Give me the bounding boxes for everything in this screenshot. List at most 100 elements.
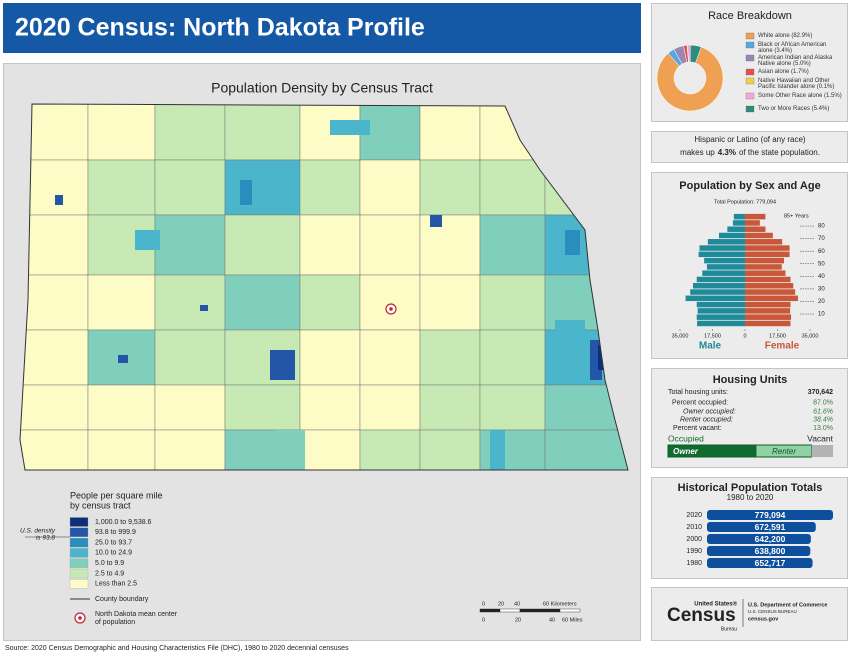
bar	[707, 534, 811, 544]
tract-cluster	[490, 430, 505, 470]
vacant-bar	[811, 445, 833, 457]
county	[299, 384, 361, 431]
x-tick-label: 2010	[686, 524, 702, 531]
legend-swatch	[69, 527, 89, 537]
county	[419, 429, 481, 470]
legend-swatch	[745, 32, 755, 40]
scale-bar	[559, 608, 581, 613]
county	[224, 384, 301, 431]
tract-cluster	[135, 230, 160, 250]
housing-label: Total housing units:	[668, 389, 728, 396]
tract-cluster	[565, 230, 580, 255]
housing-label: Percent vacant:	[673, 425, 722, 432]
pyramid-bar	[745, 283, 794, 289]
county	[224, 274, 301, 331]
legend-swatch	[69, 537, 89, 548]
pyramid-bar	[696, 314, 745, 320]
pyramid-bar	[727, 226, 745, 232]
hispanic-post: of the state population.	[739, 148, 820, 157]
pyramid-bar	[696, 301, 745, 308]
pyramid-bar	[733, 213, 745, 220]
county	[479, 384, 546, 431]
scale-bar	[519, 608, 561, 613]
x-tick-label: 2000	[686, 536, 702, 543]
legend-swatch	[69, 558, 89, 568]
pyramid-bar	[745, 264, 782, 270]
legend-swatch	[745, 105, 755, 113]
housing-label: Owner occupied:	[683, 408, 736, 415]
pyramid-bar	[745, 320, 791, 327]
x-tick-label: 35,000	[672, 333, 689, 339]
legend-label: Black or African American alone (3.4%)	[758, 41, 827, 55]
county	[299, 274, 361, 331]
y-tick-label: 80	[818, 224, 825, 230]
county	[20, 429, 89, 470]
county	[299, 214, 361, 276]
y-tick-label: 70	[818, 236, 825, 242]
legend-swatch	[745, 77, 755, 85]
logo-dept: U.S. Department of Commerce	[748, 602, 827, 608]
county	[154, 429, 226, 470]
y-tick-label: 10	[818, 312, 825, 318]
county	[544, 429, 628, 470]
logo-bureau: U.S. CENSUS BUREAU	[748, 609, 797, 614]
legend-swatch	[69, 579, 89, 589]
county	[419, 274, 481, 331]
bar	[707, 558, 813, 568]
legend-label: White alone (82.9%)	[758, 32, 813, 39]
state-outline	[19, 103, 629, 471]
pyramid-bar	[732, 220, 745, 226]
county	[359, 429, 421, 470]
tract-cluster	[598, 345, 604, 370]
legend-label: Two or More Races (5.4%)	[758, 105, 830, 112]
mean-center-label: North Dakota mean center	[95, 611, 178, 618]
county	[299, 159, 361, 216]
housing-value: 87.0%	[813, 399, 833, 406]
scale-mi: 60 Miles	[562, 617, 583, 623]
logo-site: census.gov	[748, 616, 779, 622]
mean-center-dot	[389, 307, 393, 311]
tract-cluster	[330, 120, 370, 135]
tract-cluster	[200, 305, 208, 311]
county	[87, 104, 156, 161]
y-tick-label: 60	[818, 249, 825, 255]
scale-km: 60 Kilometers	[543, 601, 577, 607]
us-density-note: U.S. density	[20, 528, 56, 535]
legend-swatch	[69, 517, 89, 527]
county	[359, 214, 421, 276]
county	[479, 159, 546, 216]
hispanic-pre: makes up	[680, 148, 715, 157]
pyramid-bar	[698, 251, 745, 258]
pie-slice	[689, 44, 702, 64]
logo-panel	[651, 587, 848, 641]
scale-bar	[499, 608, 521, 613]
legend-label: 25.0 to 93.7	[95, 539, 132, 546]
county	[20, 214, 89, 276]
legend-label: Some Other Race alone (1.5%)	[758, 92, 842, 99]
legend-label: Asian alone (1.7%)	[758, 68, 809, 75]
value-label: 779,094	[755, 510, 786, 520]
scale-mi: 0	[482, 617, 485, 623]
legend-label: 10.0 to 24.9	[95, 550, 132, 557]
pyramid-bar	[745, 301, 791, 308]
county	[359, 274, 421, 331]
pyramid-bar	[745, 226, 766, 232]
hispanic-line1: Hispanic or Latino (of any race)	[694, 135, 806, 144]
housing-value: 38.4%	[813, 416, 833, 423]
county	[20, 274, 89, 331]
mean-center-label: of population	[95, 619, 135, 626]
value-label: 652,717	[755, 558, 786, 568]
pyramid-bar	[696, 276, 745, 283]
county	[479, 329, 546, 386]
housing-value: 370,642	[808, 389, 833, 396]
y-tick-label: 20	[818, 299, 825, 305]
x-tick-label: 35,000	[802, 333, 819, 339]
pyramid-bar	[699, 245, 745, 251]
scale-km: 0	[482, 601, 485, 607]
pyramid-bar	[745, 239, 783, 245]
legend-label: 1,000.0 to 9,538.6	[95, 519, 152, 526]
county	[224, 159, 301, 216]
county	[479, 429, 546, 470]
map-tracts	[20, 104, 628, 470]
pyramid-bar	[745, 276, 791, 283]
